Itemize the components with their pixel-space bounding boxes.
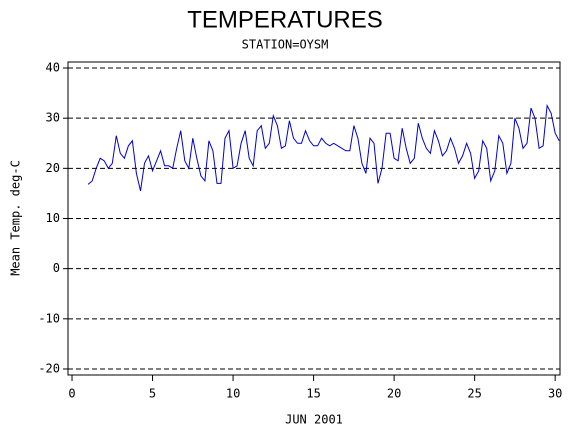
x-tick-label: 10	[226, 387, 240, 401]
y-axis-label: Mean Temp. deg-C	[9, 160, 23, 276]
y-tick-label: 10	[46, 211, 60, 225]
y-tick-label: 40	[46, 61, 60, 75]
x-tick-label: 5	[149, 387, 156, 401]
chart-subtitle: STATION=OYSM	[242, 38, 329, 52]
x-tick-label: 15	[306, 387, 320, 401]
x-tick-label: 20	[387, 387, 401, 401]
x-axis-label: JUN 2001	[285, 413, 343, 427]
y-tick-label: 30	[46, 111, 60, 125]
y-tick-label: 20	[46, 161, 60, 175]
y-tick-label: -10	[38, 311, 60, 325]
y-tick-label: -20	[38, 361, 60, 375]
y-tick-label: 0	[53, 261, 60, 275]
x-tick-label: 0	[68, 387, 75, 401]
x-tick-label: 30	[548, 387, 562, 401]
chart-title: TEMPERATURES	[187, 6, 383, 33]
data-line	[87, 103, 560, 192]
x-tick-label: 25	[467, 387, 481, 401]
